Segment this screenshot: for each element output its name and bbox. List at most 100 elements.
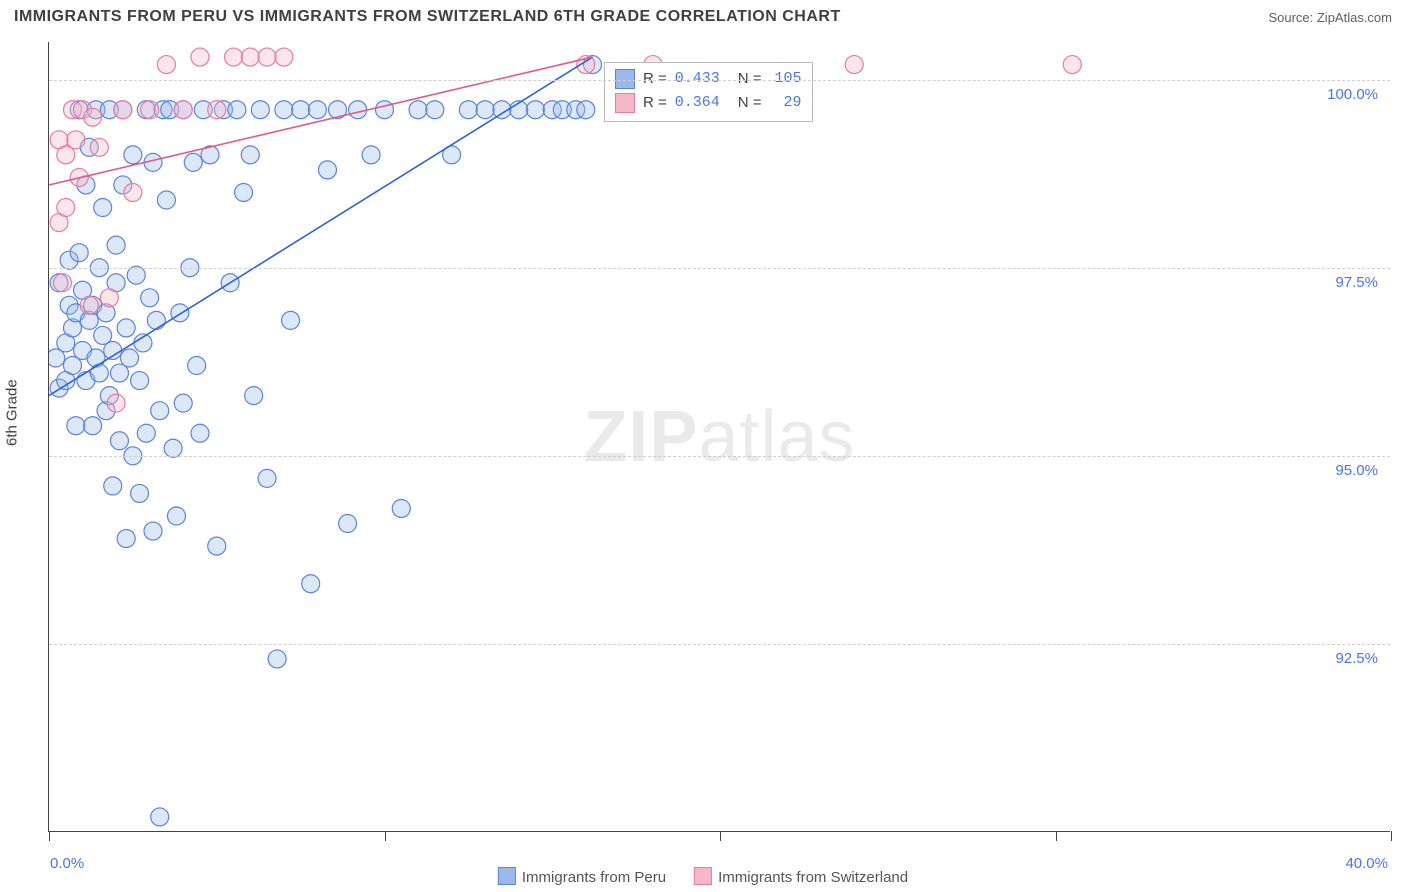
- scatter-point: [208, 101, 226, 119]
- scatter-point: [124, 183, 142, 201]
- legend-item-label: Immigrants from Peru: [522, 869, 666, 886]
- scatter-point: [302, 575, 320, 593]
- scatter-point: [137, 424, 155, 442]
- scatter-point: [392, 499, 410, 517]
- scatter-point: [318, 161, 336, 179]
- scatter-point: [339, 515, 357, 533]
- y-tick-label: 97.5%: [1335, 274, 1382, 291]
- scatter-point: [188, 357, 206, 375]
- scatter-point: [151, 808, 169, 826]
- scatter-point: [225, 48, 243, 66]
- scatter-point: [167, 507, 185, 525]
- legend-item-label: Immigrants from Switzerland: [718, 869, 908, 886]
- scatter-point: [228, 101, 246, 119]
- gridline-h: [49, 644, 1390, 645]
- gridline-h: [49, 456, 1390, 457]
- scatter-point: [70, 244, 88, 262]
- scatter-point: [104, 477, 122, 495]
- scatter-point: [426, 101, 444, 119]
- scatter-point: [117, 319, 135, 337]
- scatter-point: [84, 417, 102, 435]
- scatter-point: [349, 101, 367, 119]
- scatter-point: [208, 537, 226, 555]
- scatter-point: [308, 101, 326, 119]
- scatter-point: [577, 101, 595, 119]
- scatter-point: [157, 191, 175, 209]
- y-tick-label: 92.5%: [1335, 650, 1382, 667]
- scatter-point: [164, 439, 182, 457]
- scatter-point: [251, 101, 269, 119]
- scatter-point: [258, 469, 276, 487]
- scatter-point: [117, 530, 135, 548]
- scatter-point: [124, 146, 142, 164]
- scatter-point: [53, 274, 71, 292]
- scatter-point: [292, 101, 310, 119]
- scatter-point: [80, 296, 98, 314]
- scatter-point: [110, 432, 128, 450]
- scatter-point: [121, 349, 139, 367]
- scatter-point: [141, 101, 159, 119]
- scatter-point: [376, 101, 394, 119]
- y-axis-title: 6th Grade: [4, 379, 21, 446]
- legend-swatch: [498, 867, 516, 885]
- legend-item: Immigrants from Switzerland: [694, 867, 908, 886]
- scatter-point: [151, 402, 169, 420]
- scatter-point: [67, 131, 85, 149]
- correlation-legend-box: R = 0.433 N = 105 R = 0.364 N = 29: [604, 62, 813, 122]
- scatter-point: [845, 56, 863, 74]
- scatter-point: [107, 394, 125, 412]
- scatter-point: [526, 101, 544, 119]
- chart-plot-area: ZIPatlas R = 0.433 N = 105 R = 0.364 N =…: [48, 42, 1390, 832]
- scatter-point: [245, 387, 263, 405]
- scatter-point: [100, 289, 118, 307]
- scatter-point: [171, 304, 189, 322]
- scatter-point: [241, 48, 259, 66]
- scatter-point: [191, 424, 209, 442]
- legend-r-value: 0.364: [675, 91, 720, 115]
- x-tick: [385, 831, 386, 841]
- source-prefix: Source:: [1268, 10, 1316, 25]
- scatter-point: [1063, 56, 1081, 74]
- x-tick: [1056, 831, 1057, 841]
- legend-r-label: R =: [643, 91, 667, 115]
- x-axis-label-min: 0.0%: [50, 855, 84, 872]
- scatter-point: [127, 266, 145, 284]
- scatter-point: [147, 311, 165, 329]
- scatter-point: [235, 183, 253, 201]
- y-tick-label: 95.0%: [1335, 462, 1382, 479]
- scatter-point: [409, 101, 427, 119]
- source-name: ZipAtlas.com: [1317, 10, 1392, 25]
- x-tick: [720, 831, 721, 841]
- scatter-point: [362, 146, 380, 164]
- legend-row: R = 0.364 N = 29: [615, 91, 802, 115]
- legend-n-label: N =: [738, 91, 762, 115]
- scatter-point: [258, 48, 276, 66]
- scatter-point: [268, 650, 286, 668]
- scatter-point: [275, 48, 293, 66]
- scatter-point: [67, 417, 85, 435]
- legend-swatch: [694, 867, 712, 885]
- scatter-point: [144, 522, 162, 540]
- scatter-point: [184, 153, 202, 171]
- scatter-point: [157, 56, 175, 74]
- scatter-point: [191, 48, 209, 66]
- y-tick-label: 100.0%: [1327, 86, 1382, 103]
- scatter-point: [107, 236, 125, 254]
- scatter-point: [174, 394, 192, 412]
- scatter-point: [90, 364, 108, 382]
- gridline-h: [49, 80, 1390, 81]
- scatter-point: [114, 101, 132, 119]
- scatter-point: [94, 199, 112, 217]
- legend-item: Immigrants from Peru: [498, 867, 666, 886]
- series-legend: Immigrants from Peru Immigrants from Swit…: [498, 867, 908, 886]
- scatter-point: [174, 101, 192, 119]
- x-axis-label-max: 40.0%: [1345, 855, 1388, 872]
- scatter-point: [131, 372, 149, 390]
- scatter-point: [241, 146, 259, 164]
- scatter-point: [459, 101, 477, 119]
- scatter-point: [141, 289, 159, 307]
- scatter-point: [282, 311, 300, 329]
- scatter-point: [90, 138, 108, 156]
- scatter-point: [275, 101, 293, 119]
- source-label: Source: ZipAtlas.com: [1268, 10, 1392, 25]
